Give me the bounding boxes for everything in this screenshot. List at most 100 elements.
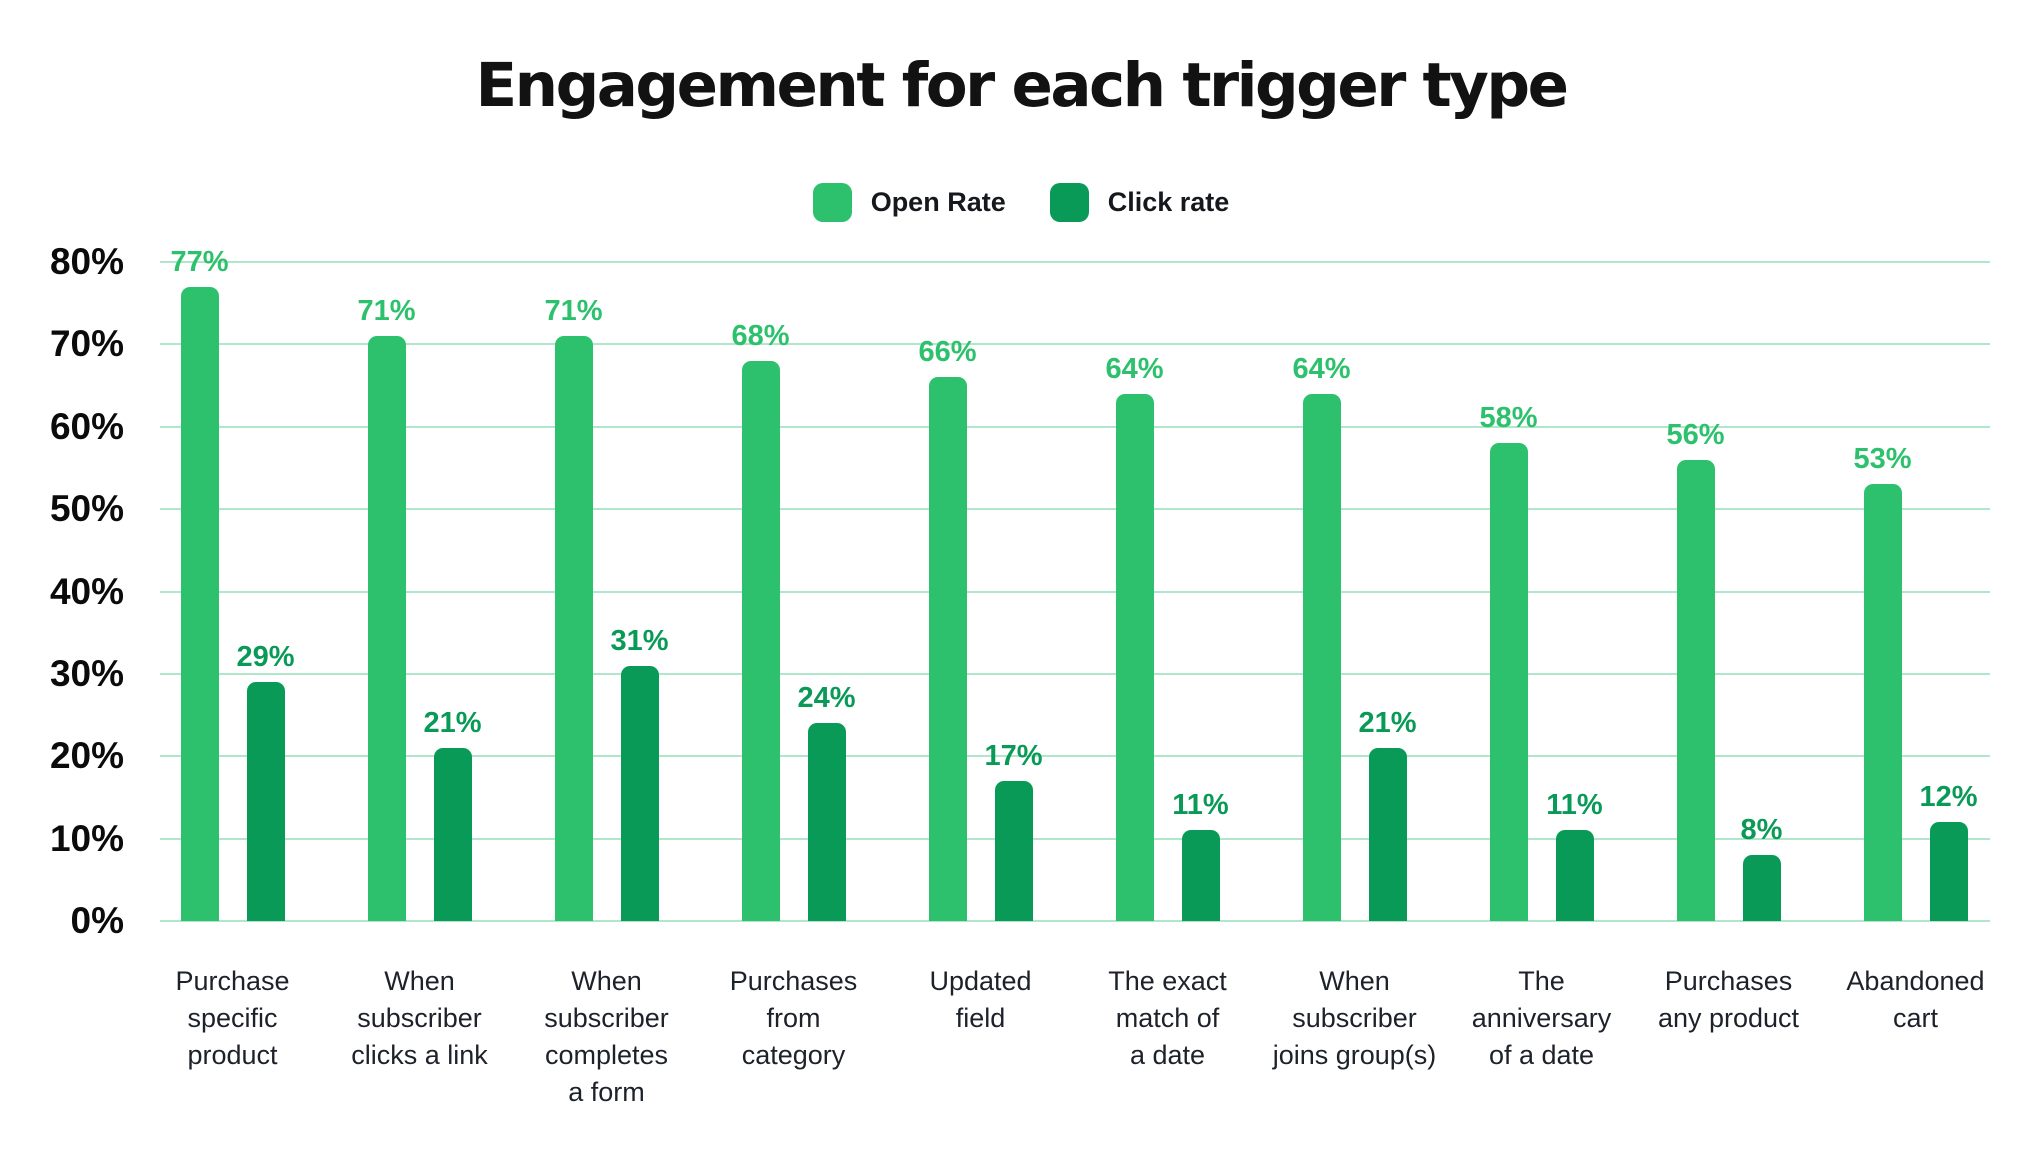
- bar-value-label: 17%: [984, 740, 1043, 772]
- bar-click-rate: [994, 781, 1033, 921]
- bar-value-label: 11%: [1546, 789, 1603, 821]
- category-label-line: joins group(s): [1272, 1040, 1437, 1070]
- bar-open-rate: [1676, 460, 1715, 921]
- category-label-line: Abandoned: [1846, 966, 1985, 996]
- bar-value-label: 21%: [423, 707, 482, 739]
- category-label-line: from: [766, 1003, 821, 1033]
- category-label-line: anniversary: [1471, 1003, 1612, 1033]
- category-label-line: clicks a link: [351, 1040, 488, 1070]
- category-label-line: field: [955, 1003, 1006, 1033]
- bar-click-rate: [1181, 830, 1220, 921]
- category-label-line: The: [1518, 966, 1565, 996]
- legend-label-open-rate: Open Rate: [870, 187, 1006, 217]
- bar-value-label: 29%: [236, 641, 295, 673]
- bar-value-label: 71%: [357, 295, 416, 327]
- bar-open-rate: [928, 377, 967, 921]
- y-axis-tick-label: 0%: [70, 900, 124, 941]
- legend: Open Rate Click rate: [0, 183, 2042, 222]
- category-label-line: When: [1319, 966, 1390, 996]
- x-axis-category-label: Purchase specific product: [133, 963, 333, 1074]
- bar-value-label: 31%: [610, 625, 669, 657]
- category-label-line: subscriber: [1292, 1003, 1417, 1033]
- y-axis-tick-label: 80%: [49, 241, 124, 282]
- x-axis-category-label: Abandoned cart: [1816, 963, 2016, 1037]
- legend-label-click-rate: Click rate: [1107, 187, 1230, 217]
- bar-open-rate: [554, 336, 593, 921]
- bar-value-label: 11%: [1172, 789, 1229, 821]
- bar-click-rate: [246, 682, 285, 921]
- x-axis-category-label: Purchases from category: [694, 963, 894, 1074]
- gridline: [160, 261, 1990, 263]
- category-label-line: a form: [568, 1077, 645, 1107]
- bar-click-rate: [1555, 830, 1594, 921]
- bar-open-rate: [741, 361, 780, 921]
- category-label-line: Purchase: [175, 966, 290, 996]
- bar-click-rate: [620, 666, 659, 921]
- gridline: [160, 755, 1990, 757]
- bar-value-label: 56%: [1666, 419, 1725, 451]
- gridline: [160, 426, 1990, 428]
- category-label-line: a date: [1129, 1040, 1206, 1070]
- category-label-line: subscriber: [544, 1003, 669, 1033]
- bar-click-rate: [1742, 855, 1781, 921]
- bar-click-rate: [1368, 748, 1407, 921]
- bar-click-rate: [1929, 822, 1968, 921]
- bar-open-rate: [1863, 484, 1902, 921]
- category-label-line: specific: [187, 1003, 278, 1033]
- bar-value-label: 77%: [170, 246, 229, 278]
- bar-click-rate: [807, 723, 846, 921]
- legend-swatch-open-rate: [812, 183, 852, 222]
- bar-open-rate: [367, 336, 406, 921]
- bar-open-rate: [1115, 394, 1154, 921]
- category-label-line: completes: [544, 1040, 669, 1070]
- category-label-line: The exact: [1108, 966, 1227, 996]
- category-label-line: match of: [1115, 1003, 1220, 1033]
- bar-value-label: 8%: [1740, 814, 1783, 846]
- bar-value-label: 24%: [797, 682, 856, 714]
- bar-value-label: 64%: [1292, 353, 1351, 385]
- x-axis-category-label: The exact match of a date: [1068, 963, 1268, 1074]
- category-label-line: category: [741, 1040, 846, 1070]
- bar-value-label: 68%: [731, 320, 790, 352]
- y-axis-tick-label: 40%: [49, 571, 124, 612]
- bar-value-label: 12%: [1919, 781, 1978, 813]
- category-label-line: any product: [1657, 1003, 1800, 1033]
- legend-item-click-rate: Click rate: [1049, 183, 1230, 222]
- x-axis-category-label: When subscriber clicks a link: [320, 963, 520, 1074]
- y-axis-tick-label: 30%: [49, 653, 124, 694]
- x-axis-category-label: When subscriber completes a form: [507, 963, 707, 1111]
- bar-value-label: 21%: [1358, 707, 1417, 739]
- x-axis-category-label: Updated field: [881, 963, 1081, 1037]
- gridline: [160, 508, 1990, 510]
- gridline: [160, 920, 1990, 922]
- category-label-line: Purchases: [729, 966, 858, 996]
- bar-open-rate: [1489, 443, 1528, 921]
- gridline: [160, 343, 1990, 345]
- legend-swatch-click-rate: [1049, 183, 1089, 222]
- category-label-line: cart: [1892, 1003, 1938, 1033]
- category-label-line: subscriber: [357, 1003, 482, 1033]
- bar-value-label: 66%: [918, 336, 977, 368]
- chart-title: Engagement for each trigger type: [475, 50, 1569, 121]
- bar-open-rate: [180, 287, 219, 921]
- x-axis-category-label: When subscriber joins group(s): [1255, 963, 1455, 1074]
- category-label-line: of a date: [1488, 1040, 1595, 1070]
- gridline: [160, 838, 1990, 840]
- bar-value-label: 58%: [1479, 402, 1538, 434]
- bar-value-label: 71%: [544, 295, 603, 327]
- bar-value-label: 64%: [1105, 353, 1164, 385]
- category-label-line: When: [571, 966, 642, 996]
- legend-item-open-rate: Open Rate: [812, 183, 1006, 222]
- x-axis-category-label: Purchases any product: [1629, 963, 1829, 1037]
- y-axis-tick-label: 60%: [49, 406, 124, 447]
- gridline: [160, 673, 1990, 675]
- category-label-line: Updated: [929, 966, 1032, 996]
- y-axis-tick-label: 50%: [49, 488, 124, 529]
- y-axis-tick-label: 20%: [49, 735, 124, 776]
- category-label-line: product: [187, 1040, 278, 1070]
- y-axis-tick-label: 10%: [49, 818, 124, 859]
- bar-open-rate: [1302, 394, 1341, 921]
- category-label-line: Purchases: [1664, 966, 1793, 996]
- x-axis-category-label: The anniversary of a date: [1442, 963, 1642, 1074]
